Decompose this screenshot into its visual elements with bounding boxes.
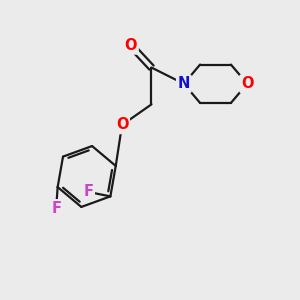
Text: O: O [124, 38, 137, 53]
Text: F: F [51, 201, 61, 216]
Text: O: O [241, 76, 253, 91]
Text: F: F [83, 184, 93, 200]
Text: O: O [116, 118, 128, 133]
Text: N: N [178, 76, 190, 91]
